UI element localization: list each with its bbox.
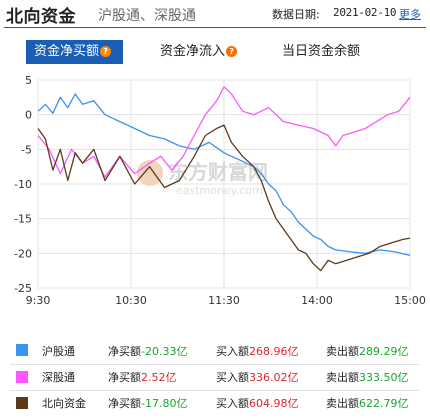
date-value: 2021-02-10 (333, 6, 397, 19)
header: 北向资金 沪股通、深股通 数据日期: 2021-02-10 更多 (0, 0, 430, 27)
hgt-color-swatch (16, 344, 28, 357)
tab-bar: 资金净买额? 资金净流入? 当日资金余额 (0, 40, 430, 66)
more-link[interactable]: 更多 (399, 8, 421, 21)
header-divider (4, 27, 426, 28)
question-icon[interactable]: ? (100, 46, 112, 57)
page-subtitle: 沪股通、深股通 (98, 8, 196, 24)
legend-name: 沪股通 (34, 338, 108, 365)
y-tick-label: -10 (14, 178, 32, 191)
y-tick-label: -25 (14, 282, 32, 295)
date-label: 数据日期: (272, 8, 320, 21)
tab-net-inflow-label: 资金净流入 (160, 44, 226, 59)
legend-name: 深股通 (34, 364, 108, 391)
net-label: 净买额 (108, 371, 141, 384)
legend-table: 沪股通 净买额-20.33亿 买入额268.96亿 卖出额289.29亿 深股通… (10, 338, 420, 416)
net-value: -17.80亿 (141, 397, 188, 411)
sgt-color-swatch (16, 370, 28, 383)
watermark-logo-icon (137, 160, 163, 186)
series-line-sgt (37, 86, 411, 178)
tab-net-inflow[interactable]: 资金净流入? (160, 40, 238, 64)
x-axis: 9:30 10:30 11:30 14:00 15:00 (26, 294, 426, 307)
tab-daily-balance[interactable]: 当日资金余额 (282, 40, 360, 64)
sell-value: 622.79亿 (359, 397, 409, 411)
sell-value: 289.29亿 (359, 344, 409, 358)
x-tick-label: 15:00 (394, 294, 426, 307)
x-tick-label: 9:30 (26, 294, 51, 307)
series-layer (37, 86, 411, 272)
net-value: 2.52亿 (141, 371, 177, 384)
buy-label: 买入额 (216, 344, 249, 358)
legend-row-sgt: 深股通 净买额2.52亿 买入额336.02亿 卖出额333.50亿 (10, 364, 420, 391)
buy-value: 336.02亿 (249, 371, 299, 384)
legend-name: 北向资金 (42, 397, 86, 411)
y-axis: 5 0 -5 -10 -15 -20 -25 (14, 74, 32, 295)
legend-row-hgt: 沪股通 净买额-20.33亿 买入额268.96亿 卖出额289.29亿 (10, 338, 420, 365)
net-buy-chart: 东方财富网 eastmoney.com 5 0 -5 -10 -15 -20 -25 9:3… (14, 74, 426, 307)
y-tick-label: 0 (25, 109, 32, 122)
watermark-subtext: eastmoney.com (176, 184, 263, 197)
page-title: 北向资金 (6, 7, 76, 27)
sell-label: 卖出额 (326, 344, 359, 358)
north-color-swatch (16, 396, 28, 409)
buy-label: 买入额 (216, 397, 249, 411)
y-tick-label: -15 (14, 213, 32, 226)
chart-grid (37, 79, 411, 289)
x-tick-label: 14:00 (301, 294, 333, 307)
question-icon[interactable]: ? (226, 46, 238, 57)
y-tick-label: -5 (21, 143, 32, 156)
buy-label: 买入额 (216, 371, 249, 384)
sell-value: 333.50亿 (359, 371, 409, 384)
legend-row-north: 北向资金 净买额-17.80亿 买入额604.98亿 卖出额622.79亿 (10, 390, 420, 416)
x-tick-label: 11:30 (208, 294, 240, 307)
y-tick-label: -20 (14, 247, 32, 260)
watermark: 东方财富网 eastmoney.com (137, 160, 268, 197)
tab-daily-balance-label: 当日资金余额 (282, 44, 361, 59)
series-line-hgt (37, 93, 411, 257)
net-value: -20.33亿 (141, 344, 188, 358)
net-label: 净买额 (108, 397, 141, 411)
sell-label: 卖出额 (326, 397, 359, 411)
x-tick-label: 10:30 (115, 294, 147, 307)
series-line-north (37, 124, 411, 272)
buy-value: 604.98亿 (249, 397, 299, 411)
sell-label: 卖出额 (326, 371, 359, 384)
net-label: 净买额 (108, 344, 141, 358)
tab-net-buy[interactable]: 资金净买额? (26, 40, 123, 64)
watermark-text: 东方财富网 (168, 160, 268, 184)
tab-net-buy-label: 资金净买额 (34, 44, 100, 59)
buy-value: 268.96亿 (249, 344, 299, 358)
y-tick-label: 5 (25, 74, 32, 87)
